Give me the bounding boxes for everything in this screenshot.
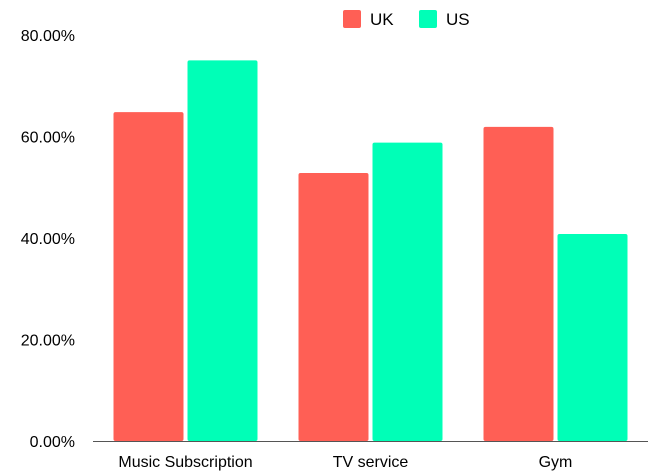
bar-uk-1 (113, 112, 184, 441)
bar-uk-2 (298, 173, 369, 442)
bar-us-1 (187, 60, 258, 441)
y-tick-label: 60.00% (21, 130, 75, 147)
legend-label-uk: UK (370, 10, 394, 29)
y-tick-label: 20.00% (21, 333, 75, 350)
x-category-label: Gym (539, 454, 573, 471)
bar-us-3 (557, 233, 628, 441)
legend-swatch-uk (343, 10, 361, 28)
y-tick-label: 40.00% (21, 231, 75, 248)
x-category-label: TV service (333, 454, 409, 471)
x-axis: Music Subscription TV service Gym (118, 454, 572, 471)
y-axis: 0.00% 20.00% 40.00% 60.00% 80.00% (21, 28, 75, 451)
y-tick-label: 0.00% (30, 434, 75, 451)
bar-us-2 (372, 142, 443, 441)
legend-swatch-us (419, 10, 437, 28)
bars (113, 60, 628, 442)
bar-uk-3 (483, 126, 554, 442)
y-tick-label: 80.00% (21, 28, 75, 45)
x-category-label: Music Subscription (118, 454, 252, 471)
legend-label-us: US (446, 10, 470, 29)
legend: UK US (343, 10, 470, 29)
